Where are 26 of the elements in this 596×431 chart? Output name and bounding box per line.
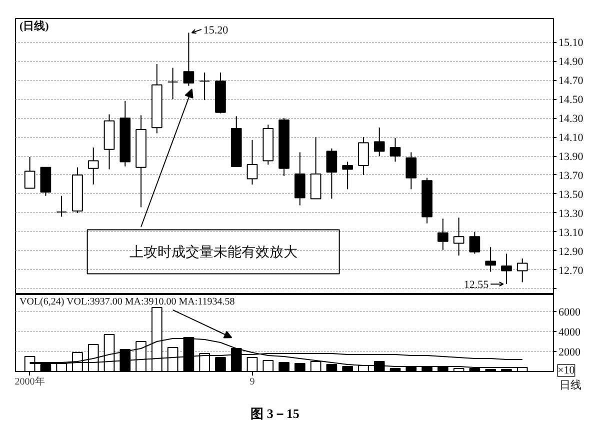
y-tick-label: 13.70 xyxy=(558,170,584,182)
y-tick-label: 13.10 xyxy=(558,226,584,239)
y-tick-label: 13.90 xyxy=(558,151,584,164)
x-tick-label: 2000年 xyxy=(14,376,45,388)
y-tick-label: 6000 xyxy=(558,306,581,318)
text: 日线 xyxy=(560,378,582,392)
y-tick-label: 13.50 xyxy=(558,188,584,201)
y-tick-label: 2000 xyxy=(558,346,581,358)
y-tick-label: 14.10 xyxy=(558,132,584,144)
annotation: 12.55 xyxy=(464,279,490,292)
y-tick-label: 13.30 xyxy=(558,208,584,220)
annotation: 上攻时成交量未能有效放大 xyxy=(129,244,298,260)
y-tick-label: 4000 xyxy=(558,326,581,338)
y-axis-title: ×10 xyxy=(558,364,576,376)
annotation: 15.20 xyxy=(203,24,229,36)
y-tick-label: 14.90 xyxy=(558,56,584,68)
caption: 图 3－15 xyxy=(250,406,300,421)
y-tick-label: 15.10 xyxy=(558,37,584,50)
y-tick-label: 14.30 xyxy=(558,113,584,126)
chart-title: VOL(6,24) VOL:3937.00 MA:3910.00 MA:11934.58 xyxy=(20,296,235,308)
chart-title: (日线) xyxy=(20,20,50,32)
y-tick-label: 12.90 xyxy=(558,246,584,258)
y-tick-label: 12.70 xyxy=(558,264,584,277)
y-tick-label: 14.50 xyxy=(558,94,584,106)
y-tick-label: 14.70 xyxy=(558,75,584,88)
x-tick-label: 9 xyxy=(250,376,255,388)
